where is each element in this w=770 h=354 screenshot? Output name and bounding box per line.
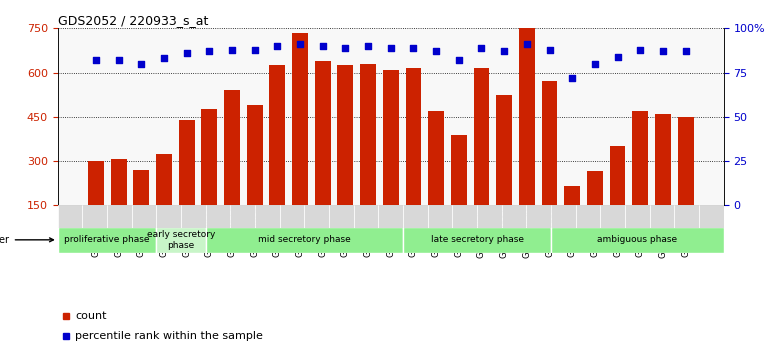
Bar	[477, 205, 502, 228]
Point	[475, 45, 487, 51]
Point	[453, 57, 465, 63]
Bar	[378, 205, 403, 228]
Point	[407, 45, 420, 51]
Bar	[280, 205, 304, 228]
Bar	[496, 95, 512, 205]
Point	[226, 47, 238, 52]
Point	[249, 47, 261, 52]
Point	[158, 56, 170, 61]
Bar	[576, 205, 601, 228]
Bar	[58, 227, 156, 253]
Bar	[403, 205, 428, 228]
Text: late secretory phase: late secretory phase	[430, 235, 524, 244]
Text: early secretory
phase: early secretory phase	[147, 230, 216, 250]
Point	[340, 45, 352, 51]
Bar	[82, 205, 107, 228]
Point	[316, 43, 329, 49]
Bar	[360, 64, 376, 205]
Bar	[564, 186, 580, 205]
Bar	[329, 205, 353, 228]
Bar	[206, 227, 403, 253]
Point	[384, 45, 397, 51]
Bar	[406, 68, 421, 205]
Bar	[474, 68, 490, 205]
Point	[90, 57, 102, 63]
Bar	[179, 120, 195, 205]
Bar	[292, 33, 308, 205]
Point	[566, 75, 578, 81]
Text: ambiguous phase: ambiguous phase	[598, 235, 678, 244]
Point	[521, 41, 533, 47]
Point	[589, 61, 601, 67]
Point	[657, 48, 669, 54]
Bar	[315, 61, 330, 205]
Bar	[502, 205, 527, 228]
Point	[544, 47, 556, 52]
Point	[294, 41, 306, 47]
Point	[180, 50, 192, 56]
Bar	[156, 205, 181, 228]
Point	[203, 48, 216, 54]
Point	[362, 43, 374, 49]
Bar	[304, 205, 329, 228]
Bar	[156, 227, 206, 253]
Bar	[353, 205, 378, 228]
Bar	[202, 109, 217, 205]
Bar	[111, 159, 126, 205]
Bar	[678, 117, 694, 205]
Bar	[428, 205, 453, 228]
Point	[136, 61, 148, 67]
Bar	[230, 205, 255, 228]
Bar	[655, 114, 671, 205]
Bar	[551, 227, 724, 253]
Bar	[527, 205, 551, 228]
Bar	[428, 111, 444, 205]
Text: GDS2052 / 220933_s_at: GDS2052 / 220933_s_at	[58, 14, 208, 27]
Text: other: other	[0, 235, 53, 245]
Bar	[181, 205, 206, 228]
Bar	[206, 205, 230, 228]
Bar	[270, 65, 286, 205]
Bar	[58, 205, 82, 228]
Bar	[224, 90, 240, 205]
Point	[634, 47, 646, 52]
Text: proliferative phase: proliferative phase	[65, 235, 150, 244]
Bar	[88, 161, 104, 205]
Bar	[453, 205, 477, 228]
Bar	[519, 28, 535, 205]
Bar	[610, 146, 625, 205]
Bar	[337, 65, 353, 205]
Bar	[587, 171, 603, 205]
Point	[611, 54, 624, 59]
Bar	[601, 205, 625, 228]
Bar	[650, 205, 675, 228]
Bar	[625, 205, 650, 228]
Bar	[383, 70, 399, 205]
Bar	[246, 105, 263, 205]
Bar	[675, 205, 699, 228]
Bar	[156, 154, 172, 205]
Bar	[699, 205, 724, 228]
Bar	[451, 135, 467, 205]
Point	[112, 57, 125, 63]
Bar	[551, 205, 576, 228]
Text: percentile rank within the sample: percentile rank within the sample	[75, 331, 263, 341]
Text: count: count	[75, 311, 106, 321]
Bar	[107, 205, 132, 228]
Bar	[133, 170, 149, 205]
Point	[430, 48, 442, 54]
Bar	[132, 205, 156, 228]
Text: mid secretory phase: mid secretory phase	[258, 235, 351, 244]
Bar	[255, 205, 280, 228]
Bar	[403, 227, 551, 253]
Bar	[632, 111, 648, 205]
Bar	[541, 81, 557, 205]
Point	[271, 43, 283, 49]
Point	[679, 48, 691, 54]
Point	[498, 48, 511, 54]
